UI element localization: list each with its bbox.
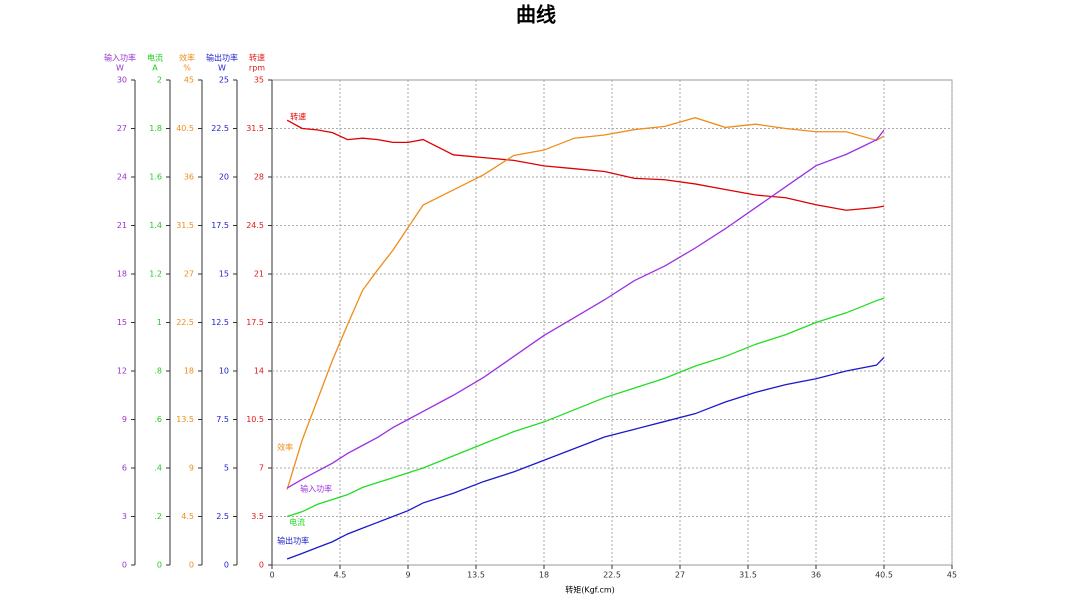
axis-name: 输出功率 [206,53,238,63]
y-tick-label: 36 [184,173,194,182]
y-tick-label: 35 [254,76,264,85]
y-tick-label: 28 [254,173,264,182]
series-label: 转速 [290,112,306,122]
y-tick-label: 14 [254,367,264,376]
y-tick-label: .4 [154,464,162,473]
y-tick-label: 31.5 [246,124,264,133]
y-tick-label: 27 [184,270,194,279]
y-tick-label: 0 [122,561,127,570]
y-tick-label: 12 [117,367,127,376]
y-tick-label: 7.5 [216,415,229,424]
x-tick-label: 4.5 [334,571,347,580]
x-tick-label: 36 [811,571,821,580]
y-tick-label: 45 [184,76,194,85]
y-tick-label: 18 [117,270,127,279]
axis-unit: rpm [249,64,265,73]
axis-name: 电流 [147,53,163,63]
y-tick-label: 1.2 [149,270,162,279]
y-tick-label: 10 [219,367,229,376]
y-tick-label: 12.5 [211,318,229,327]
y-tick-label: 24 [117,173,127,182]
y-tick-label: .2 [154,512,162,521]
x-tick-label: 9 [405,571,410,580]
y-tick-label: 1.8 [149,124,162,133]
axis-unit: % [183,64,191,73]
y-tick-label: 24.5 [246,221,264,230]
x-tick-label: 45 [947,571,957,580]
y-tick-label: 1.6 [149,173,162,182]
series-line [286,129,885,489]
y-tick-label: 25 [219,76,229,85]
y-tick-label: 10.5 [246,415,264,424]
y-tick-label: 18 [184,367,194,376]
y-tick-label: 6 [122,464,127,473]
series-line [286,117,885,490]
axis-unit: A [152,64,158,73]
axis-name: 效率 [179,53,195,63]
y-tick-label: 30 [117,76,127,85]
y-tick-label: 1 [157,318,162,327]
y-tick-label: 31.5 [176,221,194,230]
y-tick-label: 13.5 [176,415,194,424]
x-tick-label: 18 [539,571,549,580]
y-tick-label: 0 [189,561,194,570]
y-tick-label: 27 [117,124,127,133]
axis-unit: W [218,64,226,73]
y-tick-label: .8 [154,367,162,376]
series-label: 效率 [277,442,293,452]
y-tick-label: 3 [122,512,127,521]
y-tick-label: 20 [219,173,229,182]
y-tick-label: 0 [259,561,264,570]
series-label: 电流 [289,517,305,527]
y-tick-label: 0 [157,561,162,570]
x-tick-label: 40.5 [875,571,893,580]
x-axis-label: 转矩(Kgf.cm) [565,585,615,595]
y-tick-label: 1.4 [149,221,162,230]
chart-title: 曲线 [516,3,556,27]
y-tick-label: 40.5 [176,124,194,133]
y-tick-label: 17.5 [211,221,229,230]
y-tick-label: 15 [219,270,229,279]
y-tick-label: 15 [117,318,127,327]
y-tick-label: 2.5 [216,512,229,521]
y-tick-label: 2 [157,76,162,85]
y-tick-label: 21 [117,221,127,230]
y-tick-label: 0 [224,561,229,570]
x-tick-label: 22.5 [603,571,621,580]
x-tick-label: 27 [675,571,685,580]
axis-name: 转速 [249,53,265,63]
y-tick-label: 21 [254,270,264,279]
series-label: 输出功率 [277,535,309,545]
axis-name: 输入功率 [104,53,136,63]
y-tick-label: 5 [224,464,229,473]
x-tick-label: 31.5 [739,571,757,580]
series-label: 输入功率 [300,484,332,494]
x-tick-label: 0 [269,571,274,580]
y-tick-label: 3.5 [251,512,264,521]
series-line [286,119,885,211]
y-tick-label: 22.5 [211,124,229,133]
y-tick-label: 4.5 [181,512,194,521]
y-tick-label: 9 [122,415,127,424]
y-tick-label: 17.5 [246,318,264,327]
y-tick-label: 7 [259,464,264,473]
series-line [286,297,885,518]
x-tick-label: 13.5 [467,571,485,580]
y-tick-label: 22.5 [176,318,194,327]
series-line [286,356,885,560]
y-tick-label: .6 [154,415,162,424]
axis-unit: W [116,64,124,73]
y-tick-label: 9 [189,464,194,473]
